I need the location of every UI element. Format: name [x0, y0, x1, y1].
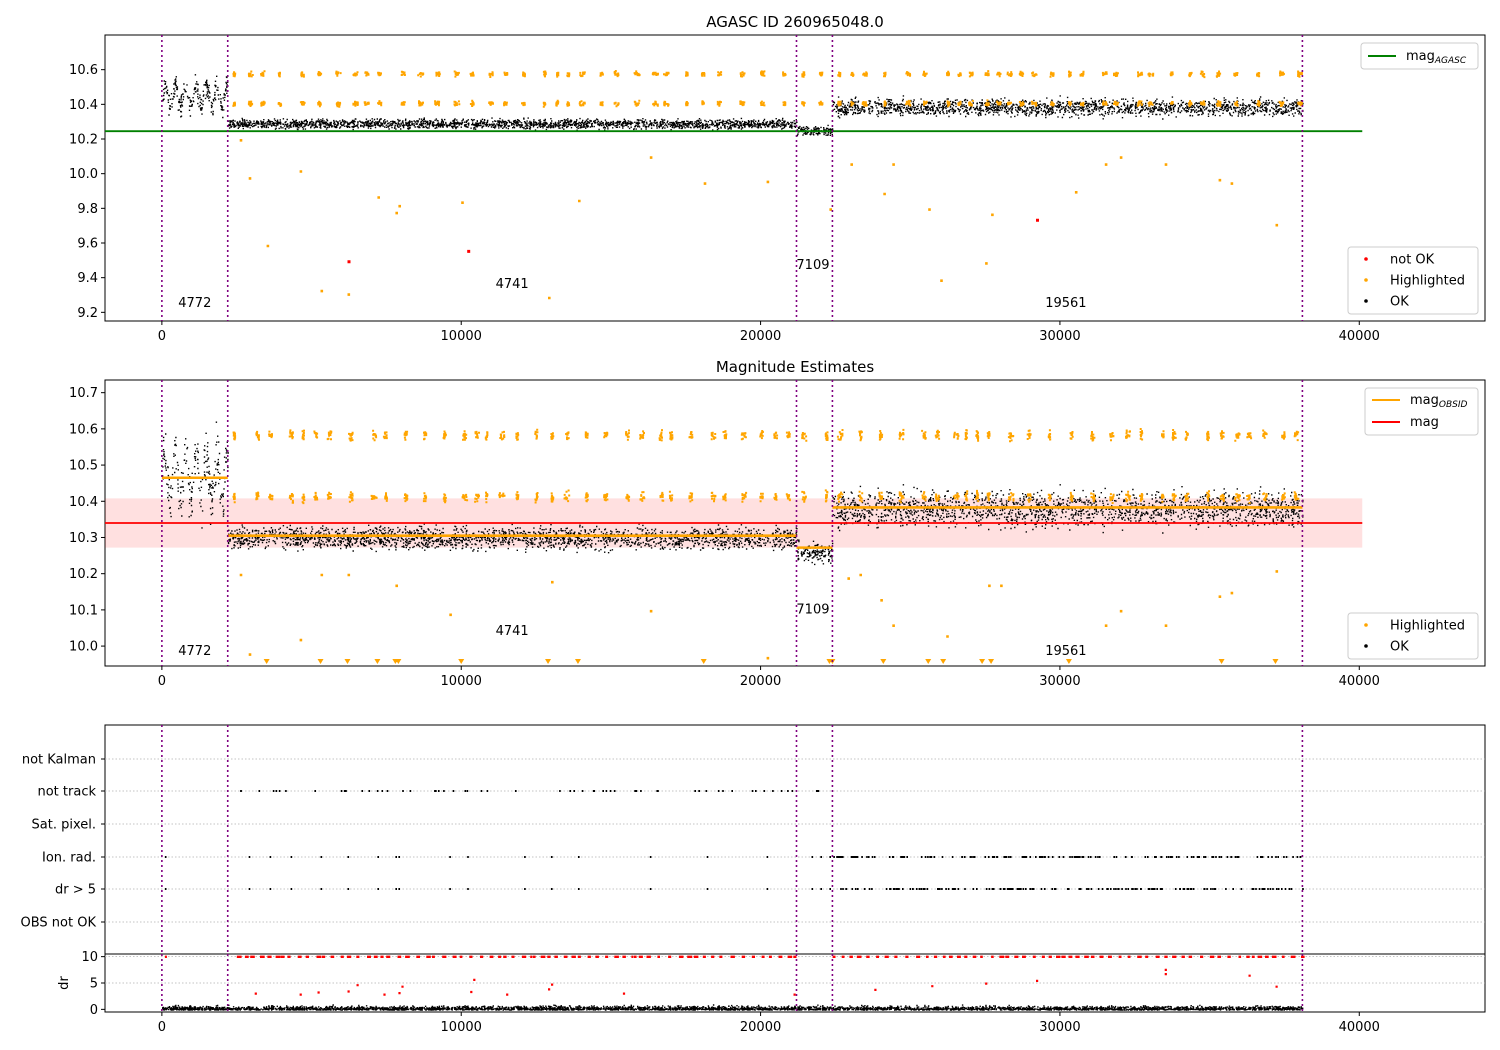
y-tick-label: 10.6 — [69, 422, 98, 437]
y-tick-label: 10.5 — [69, 459, 98, 474]
y-tick-label: 10.0 — [69, 167, 98, 182]
y-tick-label: 10.4 — [69, 98, 98, 113]
y-tick-label: 9.6 — [77, 237, 98, 252]
y-tick-label: 10.4 — [69, 495, 98, 510]
y-tick-label: 10.6 — [69, 63, 98, 78]
flag-row-label: Sat. pixel. — [32, 818, 96, 833]
legend-point-1-label: Highlighted — [1390, 274, 1465, 289]
y-tick-label: 10.0 — [69, 640, 98, 655]
legend-point-2-swatch — [1364, 299, 1368, 303]
y-tick-label: 0 — [90, 1003, 98, 1018]
legend-box — [1347, 612, 1479, 660]
panel4-dr: 0 10000 20000 30000 40000 0 5 10 — [81, 950, 1486, 1035]
dr-ok-points — [162, 1004, 1304, 1011]
x-tick-label: 30000 — [1039, 674, 1080, 689]
obs-label: 4741 — [496, 624, 529, 639]
panel3-flags: not Kalman not track Sat. pixel. Ion. rad. d… — [21, 724, 1486, 955]
y-tick-label: 10.2 — [69, 133, 98, 148]
x-tick-label: 40000 — [1339, 674, 1380, 689]
panel1-plot: 4772 4741 7109 19561 0 10000 20000 30000 40000 9.… — [69, 34, 1486, 344]
legend-point-2-label: OK — [1390, 295, 1409, 310]
obs-label: 4772 — [178, 644, 211, 659]
legend2-point-1-swatch — [1364, 644, 1368, 648]
obs-label: 4772 — [178, 296, 211, 311]
obs-label: 7109 — [796, 258, 829, 273]
y-tick-label: 10.7 — [69, 386, 98, 401]
y-tick-label: 9.4 — [77, 271, 98, 286]
flag-row-label: OBS not OK — [21, 916, 97, 931]
obs-label: 4741 — [496, 277, 529, 292]
y-tick-label: 9.2 — [77, 306, 98, 321]
x-tick-label: 0 — [158, 329, 166, 344]
obs-label: 19561 — [1045, 296, 1086, 311]
panel4-ylabel: dr — [57, 976, 72, 990]
y-tick-label: 10.2 — [69, 567, 98, 582]
flag-row-label: not Kalman — [22, 753, 96, 768]
ok-points — [162, 74, 1304, 137]
flag-row-label: not track — [37, 785, 96, 800]
highlighted-points — [232, 70, 1303, 300]
x-tick-label: 40000 — [1339, 1020, 1380, 1035]
legend2-point-0-swatch — [1364, 623, 1368, 627]
panel1-frame — [104, 34, 1486, 322]
legend-mag-label: mag — [1410, 415, 1439, 430]
y-tick-label: 9.8 — [77, 202, 98, 217]
legend-box — [1360, 42, 1479, 70]
x-tick-label: 0 — [158, 1020, 166, 1035]
legend-point-0-label: not OK — [1390, 253, 1435, 268]
panel2-plot: 4772 4741 7109 19561 0 10000 20000 30000 40000 10… — [69, 379, 1486, 689]
legend-box — [1347, 246, 1479, 315]
flag-points — [164, 856, 1302, 858]
y-tick-label: 10 — [81, 950, 98, 965]
flag-row-label: dr > 5 — [55, 883, 96, 898]
y-tick-label: 5 — [90, 977, 98, 992]
panel1-title: AGASC ID 260965048.0 — [706, 13, 884, 31]
legend-point-0-swatch — [1364, 257, 1368, 261]
x-tick-label: 10000 — [441, 1020, 482, 1035]
dr-flagged-points — [164, 955, 1305, 996]
x-tick-label: 20000 — [740, 329, 781, 344]
legend-mag-agasc-subscript: AGASC — [1434, 56, 1467, 66]
x-tick-label: 10000 — [441, 674, 482, 689]
legend2-point-0-label: Highlighted — [1390, 619, 1465, 634]
y-tick-label: 10.3 — [69, 531, 98, 546]
legend2-point-1-label: OK — [1390, 640, 1409, 655]
obs-label: 7109 — [796, 603, 829, 618]
x-tick-label: 30000 — [1039, 329, 1080, 344]
x-tick-label: 10000 — [441, 329, 482, 344]
y-tick-label: 10.1 — [69, 603, 98, 618]
flag-points — [164, 888, 1304, 890]
not-ok-points — [347, 218, 1039, 264]
panel2-title: Magnitude Estimates — [716, 358, 874, 376]
legend-point-1-swatch — [1364, 278, 1368, 282]
x-tick-label: 30000 — [1039, 1020, 1080, 1035]
x-tick-label: 20000 — [740, 1020, 781, 1035]
legend-mag-obsid-subscript: OBSID — [1439, 400, 1468, 410]
x-tick-label: 20000 — [740, 674, 781, 689]
obs-label: 19561 — [1045, 644, 1086, 659]
x-tick-label: 40000 — [1339, 329, 1380, 344]
below-range-markers — [263, 659, 1279, 664]
flag-row-label: Ion. rad. — [42, 851, 96, 866]
x-tick-label: 0 — [158, 674, 166, 689]
